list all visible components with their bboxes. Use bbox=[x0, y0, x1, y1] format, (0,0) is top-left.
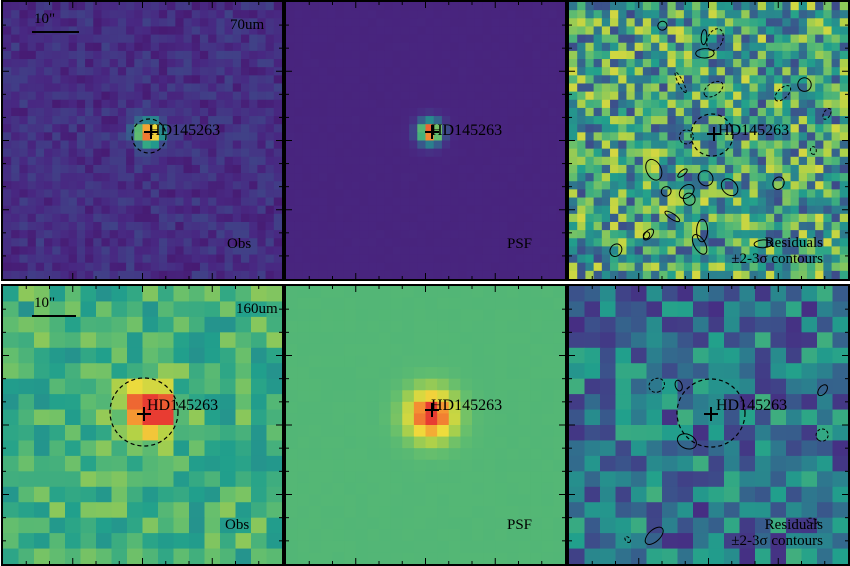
residual-contour bbox=[660, 186, 672, 197]
residual-contour bbox=[703, 80, 724, 98]
residual-contour bbox=[678, 129, 694, 145]
residual-contour bbox=[697, 170, 714, 187]
target-label: HD145263 bbox=[718, 122, 790, 139]
residual-contour bbox=[657, 20, 668, 31]
panel-70um-psf: HD145263 PSF bbox=[284, 0, 567, 281]
scale-bar-label: 10" bbox=[34, 295, 56, 311]
target-label: HD145263 bbox=[149, 122, 221, 139]
axis-ticks bbox=[3, 2, 282, 279]
band-label: 160um bbox=[236, 301, 278, 317]
axis-ticks bbox=[569, 286, 848, 564]
residual-contour bbox=[753, 239, 774, 249]
target-label: HD145263 bbox=[431, 122, 503, 139]
aperture-circle bbox=[131, 118, 167, 154]
residual-contour bbox=[815, 428, 829, 442]
residual-contour bbox=[664, 210, 681, 223]
source-position-cross bbox=[704, 407, 718, 421]
image-map bbox=[286, 2, 565, 279]
residual-contour bbox=[720, 178, 739, 197]
residual-contour bbox=[772, 176, 785, 190]
residual-contour bbox=[676, 433, 697, 450]
residual-contour bbox=[644, 526, 664, 545]
aperture-circle bbox=[109, 377, 179, 447]
residual-contour bbox=[609, 243, 623, 257]
source-position-cross bbox=[144, 125, 158, 139]
panel-160um-obs: 10" 160um HD145263 Obs bbox=[1, 284, 284, 566]
residual-contour bbox=[691, 234, 708, 255]
residual-contour bbox=[674, 71, 687, 94]
target-label: HD145263 bbox=[716, 397, 788, 414]
panel-label-residuals: Residuals bbox=[764, 517, 823, 533]
residual-contour bbox=[645, 158, 663, 181]
panel-160um-residuals: HD145263 Residuals ±2-3σ contours bbox=[567, 284, 850, 566]
residual-contour bbox=[624, 536, 632, 543]
panel-label-contours: ±2-3σ contours bbox=[731, 533, 823, 549]
residual-contour bbox=[797, 77, 812, 92]
residual-contour bbox=[682, 192, 696, 206]
band-label: 70um bbox=[230, 17, 265, 33]
residual-contour bbox=[678, 183, 695, 200]
source-position-cross bbox=[425, 403, 439, 417]
panel-70um-obs: 10" 70um HD145263 Obs bbox=[1, 0, 284, 281]
residual-contour bbox=[677, 168, 688, 178]
image-map bbox=[569, 286, 848, 564]
residual-contour bbox=[817, 384, 828, 397]
image-map bbox=[286, 286, 565, 564]
residual-contour bbox=[648, 377, 665, 393]
scale-bar bbox=[32, 31, 79, 33]
residual-contour bbox=[696, 218, 709, 243]
target-label: HD145263 bbox=[147, 397, 219, 414]
axis-ticks bbox=[286, 2, 565, 279]
target-label: HD145263 bbox=[431, 397, 503, 414]
panel-label-psf: PSF bbox=[507, 236, 533, 252]
source-position-cross bbox=[137, 407, 151, 421]
residual-contour bbox=[642, 231, 651, 240]
axis-ticks bbox=[286, 286, 565, 564]
residual-contour bbox=[809, 146, 817, 155]
image-map bbox=[3, 2, 282, 279]
scale-bar-label: 10" bbox=[34, 11, 56, 27]
image-map bbox=[3, 286, 282, 564]
aperture-circle bbox=[676, 378, 746, 448]
panel-label-residuals: Residuals bbox=[764, 235, 823, 251]
panel-label-psf: PSF bbox=[507, 517, 533, 533]
residual-contour bbox=[700, 29, 708, 46]
image-map bbox=[569, 2, 848, 279]
residual-contour bbox=[806, 517, 819, 524]
panel-70um-residuals: HD145263 Residuals ±2-3σ contours bbox=[567, 0, 850, 281]
axis-ticks bbox=[569, 2, 848, 279]
residual-contour bbox=[695, 48, 715, 59]
source-position-cross bbox=[425, 125, 439, 139]
panel-label-contours: ±2-3σ contours bbox=[731, 251, 823, 267]
residual-contour bbox=[774, 85, 792, 102]
axis-ticks bbox=[3, 286, 282, 564]
residual-contour bbox=[674, 379, 683, 392]
aperture-circle bbox=[690, 113, 734, 157]
panel-160um-psf: HD145263 PSF bbox=[284, 284, 567, 566]
source-position-cross bbox=[707, 127, 721, 141]
panel-label-obs: Obs bbox=[227, 236, 252, 252]
scale-bar bbox=[32, 315, 76, 317]
panel-label-obs: Obs bbox=[225, 517, 250, 533]
